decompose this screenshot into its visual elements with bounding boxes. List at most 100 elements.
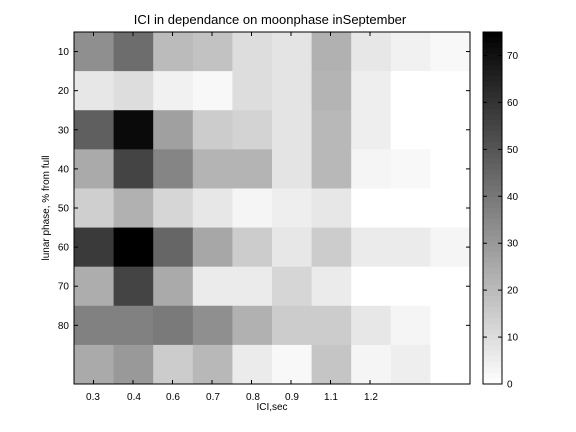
- colorbar-segment: [483, 356, 502, 363]
- x-tick-label: 0.6: [166, 392, 180, 403]
- colorbar-segment: [483, 224, 502, 231]
- x-axis-ticks: 0.3 0.4 0.6 0.7 0.8 0.9 1.1 1.2: [86, 32, 378, 403]
- colorbar-tick-label: 70: [507, 51, 519, 62]
- colorbar-segment: [483, 92, 502, 99]
- colorbar-segment: [483, 252, 502, 258]
- x-tick-label: 0.7: [206, 392, 220, 403]
- heatmap-cell-r8-c6: [311, 344, 352, 385]
- heatmap-cell-r2-c7: [351, 110, 392, 150]
- colorbar-segment: [483, 263, 502, 269]
- colorbar-segment: [483, 103, 502, 110]
- heatmap-cell-r3-c0: [74, 149, 114, 189]
- heatmap-cell-r8-c8: [390, 344, 431, 385]
- x-tick-label: 0.4: [127, 392, 141, 403]
- colorbar-segment: [483, 274, 502, 280]
- colorbar-segment: [483, 241, 502, 247]
- heatmap-cell-r1-c2: [153, 71, 194, 111]
- heatmap-cell-r7-c7: [351, 305, 392, 346]
- colorbar-segment: [483, 202, 502, 209]
- heatmap-cell-r2-c8: [390, 110, 431, 150]
- heatmap-cell-r5-c9: [430, 227, 471, 268]
- heatmap-cell-r5-c7: [351, 227, 392, 268]
- y-tick-label: 80: [58, 321, 70, 332]
- colorbar-segment: [483, 32, 502, 38]
- colorbar-tick-label: 50: [507, 145, 519, 156]
- colorbar-segment: [483, 290, 502, 297]
- heatmap-cell-r4-c1: [113, 188, 154, 228]
- colorbar-tick-label: 10: [507, 333, 519, 344]
- chart-title: ICI in dependance on moonphase inSeptemb…: [134, 12, 407, 27]
- colorbar-segment: [483, 285, 502, 291]
- heatmap-cell-r7-c6: [311, 305, 352, 346]
- heatmap-cell-r2-c4: [232, 110, 273, 150]
- colorbar-segment: [483, 301, 502, 308]
- heatmap-cell-r2-c5: [272, 110, 312, 150]
- heatmap-cell-r7-c5: [272, 305, 312, 346]
- x-tick-label: 1.1: [324, 392, 338, 403]
- heatmap-cell-r8-c9: [430, 344, 471, 385]
- heatmap-cell-r6-c1: [113, 266, 154, 307]
- heatmap-cell-r4-c6: [311, 188, 352, 228]
- heatmap-cell-r7-c3: [192, 305, 233, 346]
- heatmap-cell-r0-c4: [232, 32, 273, 72]
- colorbar-segment: [483, 367, 502, 374]
- y-tick-label: 60: [58, 243, 70, 254]
- heatmap-cell-r3-c2: [153, 149, 194, 189]
- heatmap-cell-r6-c8: [390, 266, 431, 307]
- y-axis-ticks: 10 20 30 40 50 60 70 80: [58, 47, 470, 332]
- heatmap-cell-r5-c5: [272, 227, 312, 268]
- colorbar-segment: [483, 373, 502, 379]
- colorbar-tick-label: 40: [507, 192, 519, 203]
- colorbar-segment: [483, 81, 502, 88]
- heatmap-cell-r2-c1: [113, 110, 154, 150]
- colorbar-frame: [482, 31, 503, 385]
- colorbar-segment: [483, 109, 502, 115]
- heatmap-cell-r4-c3: [192, 188, 233, 228]
- colorbar-segment: [483, 43, 502, 49]
- heatmap-cell-r5-c4: [232, 227, 273, 268]
- colorbar-segment: [483, 120, 502, 126]
- heatmap-cell-r7-c4: [232, 305, 273, 346]
- colorbar-segment: [483, 147, 502, 154]
- heatmap-cell-r6-c5: [272, 266, 312, 307]
- colorbar-segment: [483, 186, 502, 192]
- heatmap-cell-r5-c0: [74, 227, 114, 268]
- colorbar-segment: [483, 158, 502, 165]
- heatmap-cell-r3-c8: [390, 149, 431, 189]
- colorbar-segment: [483, 76, 502, 82]
- heatmap-cell-r0-c0: [74, 32, 114, 72]
- colorbar-segment: [483, 175, 502, 181]
- colorbar-segment: [483, 312, 502, 319]
- heatmap-cell-r1-c4: [232, 71, 273, 111]
- y-tick-label: 10: [58, 47, 70, 58]
- heatmap-cell-r6-c2: [153, 266, 194, 307]
- colorbar-segment: [483, 323, 502, 330]
- colorbar-segment: [483, 164, 502, 170]
- heatmap-cell-r5-c3: [192, 227, 233, 268]
- heatmap-cell-r8-c3: [192, 344, 233, 385]
- heatmap-cell-r8-c2: [153, 344, 194, 385]
- colorbar-segment: [483, 153, 502, 159]
- heatmap-cell-r4-c4: [232, 188, 273, 228]
- heatmap-cell-r5-c2: [153, 227, 194, 268]
- colorbar-segment: [483, 131, 502, 137]
- colorbar-segment: [483, 329, 502, 335]
- heatmap-cell-r6-c7: [351, 266, 392, 307]
- heatmap-cell-r8-c4: [232, 344, 273, 385]
- heatmap-cell-r7-c0: [74, 305, 114, 346]
- colorbar-segment: [483, 59, 502, 66]
- colorbar-segment: [483, 37, 502, 44]
- colorbar-segment: [483, 142, 502, 148]
- heatmap-cell-r4-c2: [153, 188, 194, 228]
- y-tick-label: 50: [58, 204, 70, 215]
- colorbar-tick-label: 20: [507, 286, 519, 297]
- x-axis-label: ICI,sec: [256, 402, 287, 413]
- heatmap-cell-r8-c0: [74, 344, 114, 385]
- y-tick-label: 70: [58, 282, 70, 293]
- heatmap-cell-r4-c0: [74, 188, 114, 228]
- colorbar-segment: [483, 98, 502, 104]
- colorbar-segment: [483, 307, 502, 313]
- heatmap-cell-r1-c9: [430, 71, 471, 111]
- heatmap-cell-r3-c4: [232, 149, 273, 189]
- colorbar-segment: [483, 136, 502, 143]
